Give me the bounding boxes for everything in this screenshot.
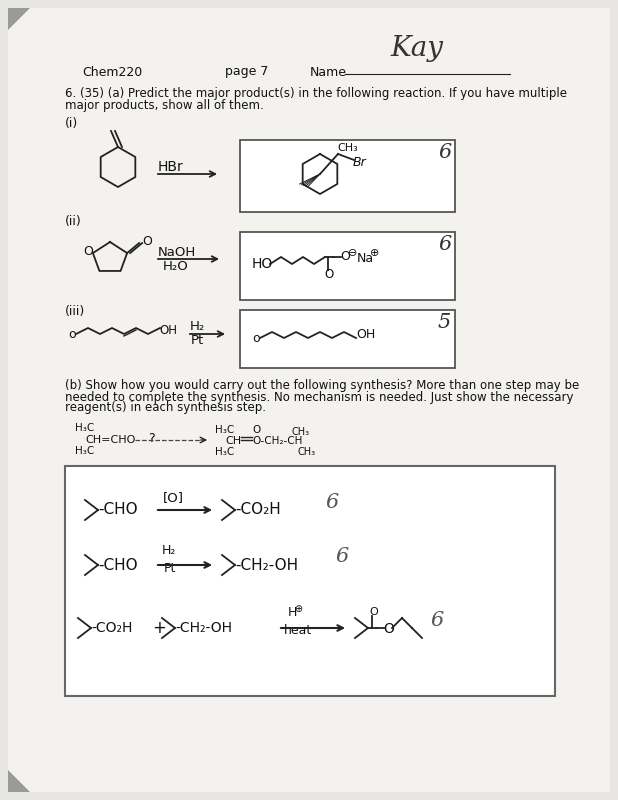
Text: H: H (288, 606, 297, 618)
Text: O: O (340, 250, 350, 263)
Text: CH₃: CH₃ (337, 143, 358, 153)
Text: 6: 6 (335, 547, 349, 566)
Polygon shape (8, 770, 30, 792)
Text: reagent(s) in each synthesis step.: reagent(s) in each synthesis step. (65, 402, 266, 414)
Text: -CHO: -CHO (98, 502, 138, 518)
Text: -CH₂-OH: -CH₂-OH (235, 558, 298, 573)
Text: 6. (35) (a) Predict the major product(s) in the following reaction. If you have : 6. (35) (a) Predict the major product(s)… (65, 86, 567, 99)
Text: HO: HO (252, 257, 273, 271)
Text: HBr: HBr (158, 160, 184, 174)
Text: H₂: H₂ (162, 545, 176, 558)
Text: Br: Br (353, 155, 366, 169)
Text: +: + (152, 619, 166, 637)
Text: H₃C: H₃C (215, 425, 234, 435)
Text: [O]: [O] (163, 491, 184, 505)
Text: CH₃: CH₃ (292, 427, 310, 437)
Text: 6: 6 (438, 142, 451, 162)
Text: o: o (68, 327, 75, 341)
Text: (b) Show how you would carry out the following synthesis? More than one step may: (b) Show how you would carry out the fol… (65, 379, 579, 393)
Text: Na: Na (357, 251, 374, 265)
Text: Pt: Pt (164, 562, 176, 574)
Polygon shape (8, 8, 30, 30)
Text: ?: ? (148, 431, 154, 445)
Text: H₃C: H₃C (215, 447, 234, 457)
Text: 6: 6 (430, 610, 443, 630)
Text: Name: Name (310, 66, 347, 78)
Text: (ii): (ii) (65, 215, 82, 229)
Text: O-CH₂-CH: O-CH₂-CH (252, 436, 302, 446)
Text: H₃C: H₃C (75, 446, 95, 456)
Text: O: O (324, 269, 333, 282)
Text: Kay: Kay (390, 34, 443, 62)
Text: o: o (252, 331, 260, 345)
Text: H₂: H₂ (190, 321, 205, 334)
Text: O: O (252, 425, 260, 435)
Text: H₃C: H₃C (75, 423, 95, 433)
Text: 6: 6 (325, 493, 338, 511)
Bar (65, 466, 555, 696)
Text: (iii): (iii) (65, 306, 85, 318)
Text: needed to complete the synthesis. No mechanism is needed. Just show the necessar: needed to complete the synthesis. No mec… (65, 390, 574, 403)
Text: 5: 5 (438, 313, 451, 331)
Text: CH=CHO: CH=CHO (85, 435, 135, 445)
Text: 6: 6 (438, 235, 451, 254)
Text: O: O (83, 245, 93, 258)
Text: NaOH: NaOH (158, 246, 197, 258)
Text: Chem220: Chem220 (82, 66, 142, 78)
Text: heat: heat (284, 625, 312, 638)
Bar (240, 310, 455, 368)
Text: -CO₂H: -CO₂H (235, 502, 281, 518)
Text: CH₃: CH₃ (297, 447, 315, 457)
Text: CH: CH (225, 436, 241, 446)
Text: -CO₂H: -CO₂H (91, 621, 132, 635)
Text: OH: OH (159, 325, 177, 338)
Bar (240, 140, 455, 212)
Text: H₂O: H₂O (163, 261, 188, 274)
Text: major products, show all of them.: major products, show all of them. (65, 98, 264, 111)
Text: ⊖: ⊖ (348, 248, 357, 258)
Text: OH: OH (356, 329, 375, 342)
Text: -CHO: -CHO (98, 558, 138, 573)
Text: -CH₂-OH: -CH₂-OH (175, 621, 232, 635)
Text: ⊕: ⊕ (370, 248, 379, 258)
Text: O: O (383, 622, 394, 636)
Text: (i): (i) (65, 118, 78, 130)
Text: O: O (142, 234, 152, 247)
Text: Pt: Pt (191, 334, 205, 347)
Text: page 7: page 7 (225, 66, 268, 78)
Text: O: O (369, 607, 378, 617)
Bar (240, 232, 455, 300)
Text: ⊕: ⊕ (294, 604, 302, 614)
